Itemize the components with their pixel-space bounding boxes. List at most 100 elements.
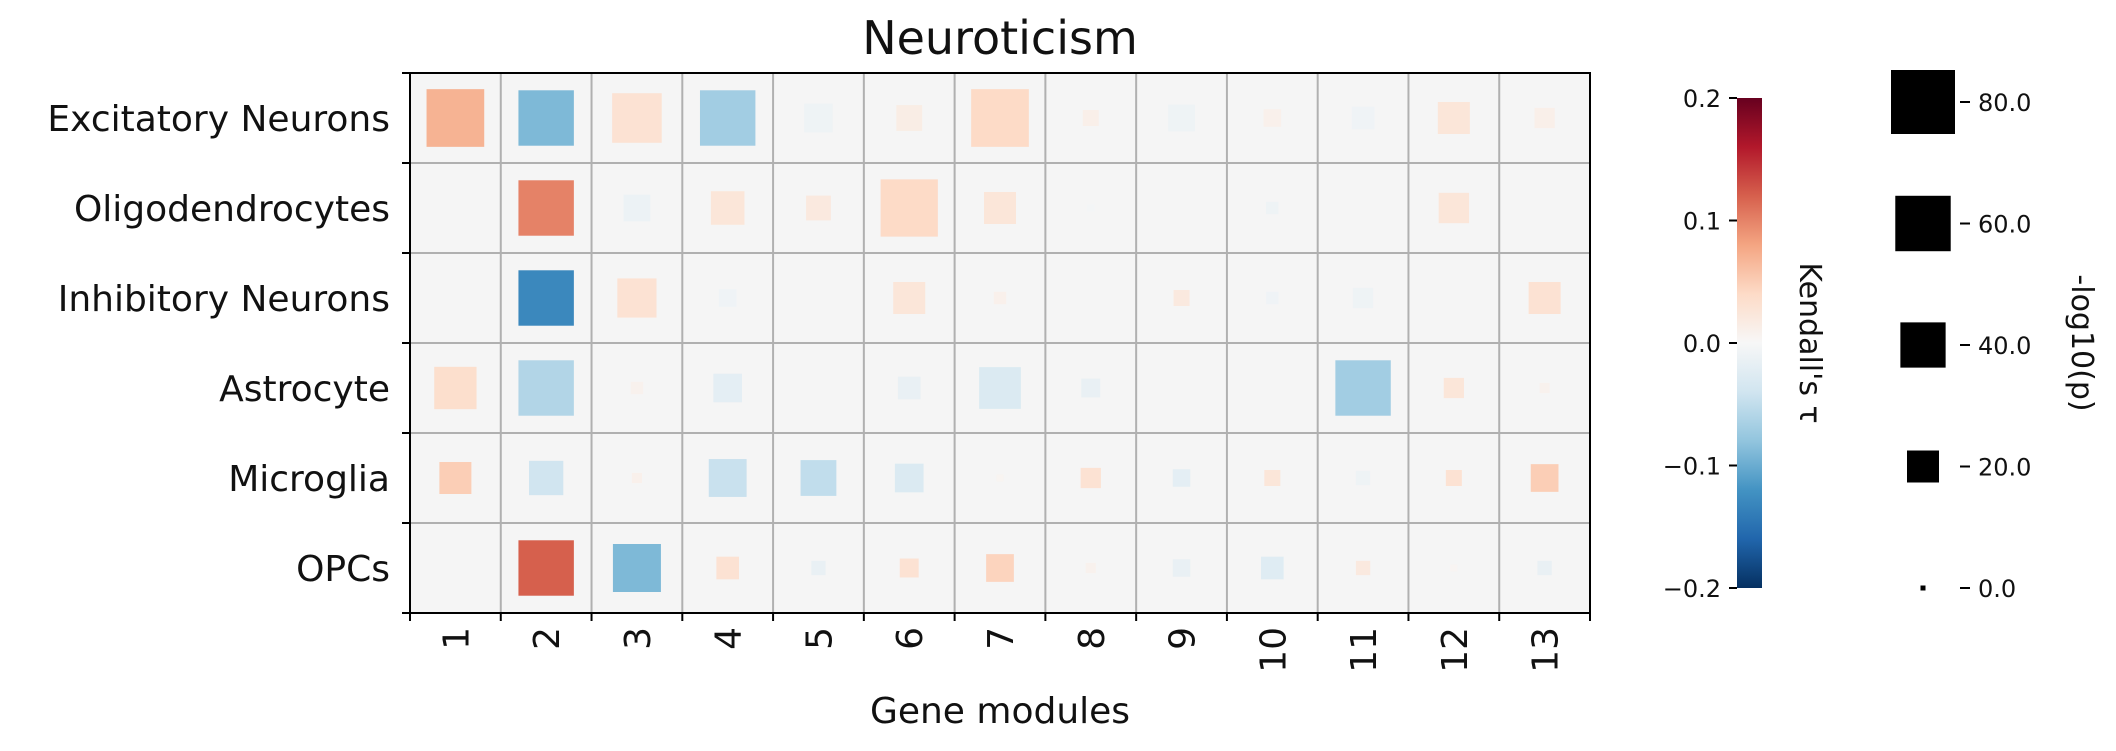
y-tick-label: Microglia [228, 459, 390, 500]
cell-marker [518, 540, 574, 596]
size-legend-tick-label: 60.0 [1978, 211, 2031, 239]
cell-marker [617, 278, 657, 318]
colorbar-gradient [1737, 98, 1762, 588]
size-legend-tick-label: 80.0 [1978, 89, 2031, 117]
cell-marker [1260, 556, 1284, 580]
cell-marker [1537, 560, 1552, 576]
cell-marker [1168, 104, 1195, 132]
cell-marker [1351, 106, 1375, 130]
x-tick-label: 12 [1435, 627, 1476, 673]
cell-marker [1085, 562, 1096, 574]
size-legend-marker [1891, 70, 1955, 134]
cell-marker [1172, 469, 1191, 487]
chart-title: Neuroticism [862, 11, 1138, 65]
x-tick-label: 11 [1344, 627, 1385, 673]
cell-marker [518, 90, 574, 146]
cell-marker [1081, 378, 1101, 398]
x-tick-label: 13 [1526, 627, 1567, 673]
cell-marker [710, 191, 745, 225]
cell-marker [528, 460, 564, 496]
x-tick-label: 10 [1253, 627, 1294, 673]
cell-marker [1443, 377, 1464, 399]
x-axis-title: Gene modules [870, 691, 1130, 732]
cell-marker [979, 367, 1021, 409]
size-legend-label: -log10(p) [2064, 274, 2099, 411]
cell-marker [718, 289, 737, 307]
y-tick-label: Excitatory Neurons [47, 99, 390, 140]
cell-marker [439, 462, 472, 494]
size-legend-marker [1920, 585, 1926, 591]
colorbar-tick-label: 0.0 [1683, 330, 1721, 358]
cell-marker [971, 89, 1029, 147]
size-legend-tick-label: 20.0 [1978, 454, 2031, 482]
colorbar-label: Kendall's τ [1792, 262, 1827, 423]
x-tick-label: 3 [618, 627, 659, 650]
cell-marker [1087, 204, 1095, 212]
cell-marker [896, 105, 923, 131]
y-tick-label: OPCs [296, 549, 390, 590]
cell-marker [1445, 470, 1462, 486]
cell-marker [612, 93, 662, 143]
cell-marker [1528, 282, 1561, 314]
cell-marker [893, 282, 926, 314]
cell-marker [1264, 470, 1281, 486]
cell-marker [623, 194, 651, 222]
cell-marker [716, 556, 740, 580]
cell-marker [518, 270, 574, 326]
colorbar-tick-label: −0.1 [1663, 453, 1721, 481]
y-axis-labels: Excitatory Neurons Oligodendrocytes Inhibi… [47, 99, 390, 590]
cell-marker [713, 373, 743, 403]
cell-marker [984, 192, 1016, 224]
cell-marker [699, 90, 756, 146]
colorbar-tick-label: 0.1 [1683, 208, 1721, 236]
size-legend-marker [1895, 195, 1951, 252]
axis-ticks [402, 72, 1591, 621]
size-legend: 80.0 60.0 40.0 20.0 0.0 -log10(p) [1891, 70, 2099, 603]
size-legend-tick-label: 40.0 [1978, 332, 2031, 360]
cell-marker [1534, 107, 1555, 129]
cell-marker [1355, 560, 1371, 576]
cell-marker [899, 558, 919, 578]
cell-marker [708, 459, 747, 497]
size-legend-marker [1900, 322, 1946, 368]
colorbar-tick-label: −0.2 [1663, 575, 1721, 603]
x-tick-label: 9 [1163, 627, 1204, 650]
plot-area [402, 72, 1591, 621]
x-tick-label: 8 [1072, 627, 1113, 650]
x-tick-label: 1 [436, 627, 477, 650]
cell-marker [630, 381, 644, 395]
cell-marker [1355, 470, 1371, 486]
cell-marker [1172, 559, 1191, 577]
y-tick-label: Inhibitory Neurons [58, 279, 390, 320]
cell-marker [1080, 467, 1101, 489]
cell-marker [1082, 110, 1099, 126]
x-tick-label: 5 [799, 627, 840, 650]
cell-marker [993, 291, 1007, 305]
cell-marker [996, 474, 1004, 482]
cell-marker [1335, 360, 1391, 416]
cell-marker [1530, 464, 1559, 492]
cell-marker [631, 472, 642, 484]
cell-marker [434, 366, 477, 410]
cell-marker [612, 544, 661, 592]
colorbar-tick-label: 0.2 [1683, 85, 1721, 113]
cell-marker [986, 554, 1014, 582]
cell-marker [1266, 201, 1279, 215]
cell-marker [1173, 290, 1190, 306]
cell-marker [518, 360, 574, 416]
size-legend-items: 80.0 60.0 40.0 20.0 0.0 [1891, 70, 2031, 603]
cell-marker [811, 560, 826, 576]
y-tick-label: Oligodendrocytes [74, 189, 390, 230]
x-tick-label: 2 [527, 627, 568, 650]
cell-marker [1539, 382, 1550, 394]
cell-markers [426, 89, 1561, 596]
cell-marker [1266, 291, 1279, 305]
cell-marker [804, 103, 833, 133]
y-tick-label: Astrocyte [219, 369, 390, 410]
cell-marker [1450, 564, 1458, 572]
cell-marker [800, 460, 837, 496]
cell-marker [1438, 192, 1470, 224]
cell-marker [1263, 109, 1282, 127]
cell-marker [880, 179, 938, 237]
